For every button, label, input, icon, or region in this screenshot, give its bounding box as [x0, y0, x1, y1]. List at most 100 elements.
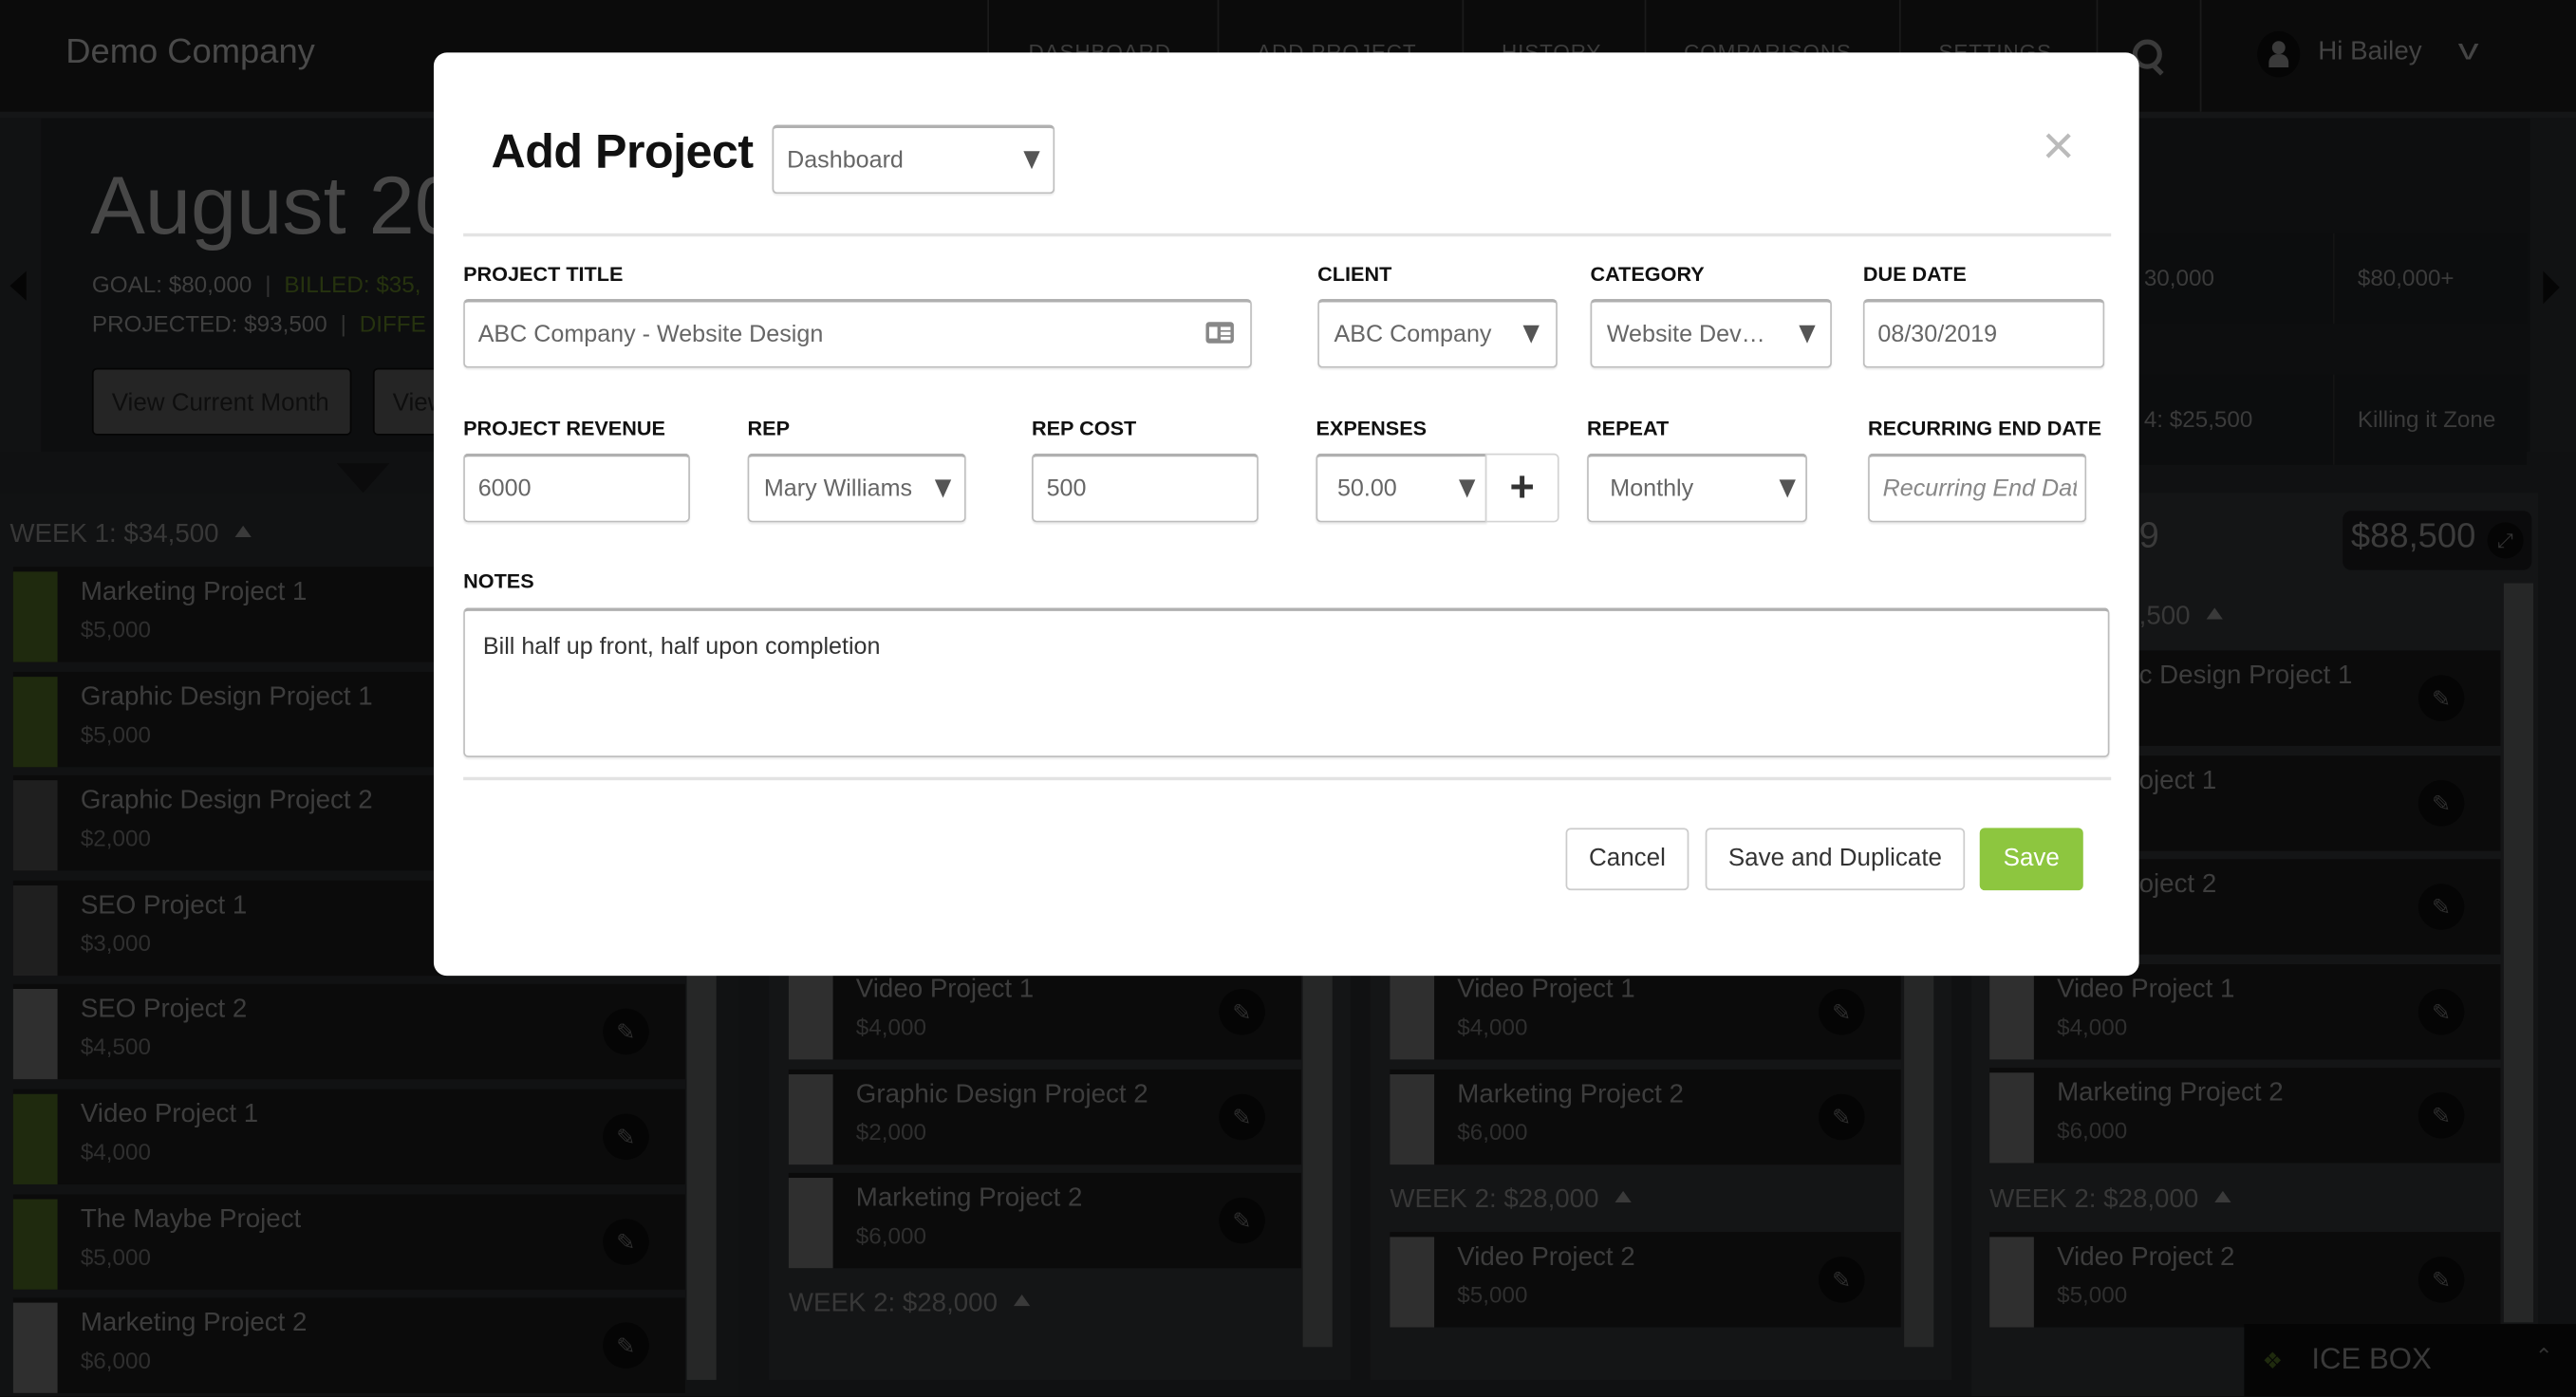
caret-down-icon: [1522, 325, 1540, 344]
status-bar: [1390, 1237, 1435, 1328]
pencil-icon[interactable]: ✎: [1219, 1093, 1265, 1140]
repeat-select[interactable]: Monthly: [1587, 453, 1807, 523]
pencil-icon[interactable]: ✎: [2417, 675, 2465, 721]
pencil-icon[interactable]: ✎: [2417, 988, 2465, 1035]
project-card[interactable]: Marketing Project 2 $6,000 ✎: [788, 1173, 1301, 1269]
project-card[interactable]: Video Project 1 $4,000 ✎: [1989, 963, 2501, 1060]
project-card[interactable]: SEO Project 2 $4,500 ✎: [12, 984, 685, 1080]
scrollbar[interactable]: [2503, 583, 2534, 1323]
pencil-icon[interactable]: ✎: [603, 1218, 649, 1265]
pencil-icon[interactable]: ✎: [2417, 884, 2465, 931]
arrow-left-icon[interactable]: [9, 270, 27, 301]
repeat-label: REPEAT: [1587, 417, 1670, 440]
ice-box-panel[interactable]: [2244, 1324, 2576, 1397]
user-greeting[interactable]: Hi Bailey: [2318, 37, 2422, 66]
pencil-icon[interactable]: ✎: [603, 1009, 649, 1055]
project-card[interactable]: Video Project 1 $4,000 ✎: [788, 964, 1301, 1060]
pencil-icon[interactable]: ✎: [1219, 1198, 1265, 1244]
status-bar: [12, 1198, 58, 1290]
view-current-month-button[interactable]: View Current Month: [91, 367, 352, 436]
expenses-value: 50.00: [1336, 475, 1397, 503]
ice-cubes-icon: ❖: [2262, 1347, 2284, 1374]
client-value: ABC Company: [1334, 322, 1492, 348]
status-bar: [1989, 1072, 2034, 1164]
caret-up-icon[interactable]: [234, 525, 252, 538]
project-revenue-input[interactable]: 6000: [463, 453, 690, 523]
ice-box-label[interactable]: ICE BOX: [2311, 1342, 2432, 1375]
pencil-icon[interactable]: ✎: [2417, 1257, 2465, 1303]
caret-up-icon[interactable]: [2214, 1190, 2231, 1203]
project-card-amount: $5,000: [80, 616, 151, 643]
week-header-label: WEEK 2: $28,000: [1989, 1185, 2199, 1215]
week-header[interactable]: WEEK 2: $28,000: [1989, 1186, 2231, 1216]
week-header[interactable]: WEEK 2: $28,000: [789, 1290, 1031, 1319]
pencil-icon[interactable]: ✎: [603, 1322, 649, 1369]
expand-icon[interactable]: ⤢: [2487, 522, 2524, 559]
pencil-icon[interactable]: ✎: [1819, 989, 1865, 1035]
arrow-right-icon[interactable]: [2543, 270, 2560, 305]
recurring-end-date-input[interactable]: Recurring End Date: [1868, 453, 2087, 523]
project-card[interactable]: Video Project 1 $4,000 ✎: [1390, 964, 1901, 1060]
week-header-label: WEEK 2: $28,000: [1390, 1185, 1599, 1215]
pencil-icon[interactable]: ✎: [2417, 779, 2465, 826]
project-card-title: Video Project 1: [2057, 975, 2235, 1004]
project-card-title: SEO Project 1: [80, 891, 248, 920]
projected-value: PROJECTED: $93,500: [91, 310, 327, 337]
expenses-select[interactable]: 50.00: [1316, 453, 1487, 523]
project-card[interactable]: Graphic Design Project 2 $2,000 ✎: [788, 1069, 1301, 1164]
project-card-title: Marketing Project 1: [80, 578, 308, 606]
close-icon[interactable]: ×: [2042, 115, 2075, 177]
contact-card-icon[interactable]: [1205, 322, 1234, 344]
chevron-down-icon[interactable]: v: [2457, 32, 2479, 66]
goal-line: GOAL: $80,000 | BILLED: $35,: [92, 271, 421, 298]
caret-up-icon[interactable]: [2206, 607, 2224, 620]
save-and-duplicate-button[interactable]: Save and Duplicate: [1705, 828, 1966, 891]
status-bar: [1390, 1073, 1435, 1164]
expenses-label: EXPENSES: [1316, 417, 1428, 440]
zone-cell: 4: $25,500: [2119, 374, 2333, 465]
caret-down-icon: [1799, 325, 1816, 344]
week-header[interactable]: ,500: [2139, 603, 2224, 632]
category-label: CATEGORY: [1590, 262, 1705, 287]
caret-up-icon[interactable]: [1014, 1294, 1031, 1307]
project-card-amount: $5,000: [2057, 1281, 2128, 1308]
pencil-icon[interactable]: ✎: [1819, 1257, 1865, 1303]
project-card[interactable]: Video Project 2 $5,000 ✎: [1989, 1232, 2501, 1328]
pencil-icon[interactable]: ✎: [2417, 1092, 2465, 1140]
caret-up-icon[interactable]: [1615, 1190, 1633, 1203]
notes-textarea[interactable]: Bill half up front, half upon completion: [463, 607, 2110, 757]
status-bar: [12, 1302, 58, 1394]
project-card[interactable]: Video Project 2 $5,000 ✎: [1390, 1232, 1901, 1328]
pencil-icon[interactable]: ✎: [1819, 1093, 1865, 1140]
client-label: CLIENT: [1317, 262, 1392, 287]
search-icon[interactable]: [2132, 39, 2162, 69]
client-select[interactable]: ABC Company: [1317, 299, 1558, 368]
project-card[interactable]: The Maybe Project $5,000 ✎: [12, 1193, 685, 1290]
week-header[interactable]: WEEK 2: $28,000: [1390, 1185, 1633, 1216]
view-select[interactable]: Dashboard: [772, 124, 1055, 195]
project-card[interactable]: Video Project 1 $4,000 ✎: [12, 1089, 685, 1184]
project-card-amount: $5,000: [80, 1242, 151, 1270]
project-card[interactable]: Marketing Project 2 $6,000 ✎: [1989, 1068, 2501, 1164]
cancel-button[interactable]: Cancel: [1565, 828, 1689, 891]
save-button[interactable]: Save: [1979, 828, 2083, 891]
due-date-input[interactable]: 08/30/2019: [1862, 299, 2105, 368]
category-select[interactable]: Website Development: [1590, 299, 1832, 368]
rep-cost-label: REP COST: [1032, 417, 1137, 440]
project-card[interactable]: Marketing Project 2 $6,000 ✎: [12, 1297, 685, 1394]
project-card-title: Video Project 1: [80, 1100, 259, 1129]
pencil-icon[interactable]: ✎: [1219, 989, 1265, 1035]
project-title-input[interactable]: ABC Company - Website Design: [463, 299, 1252, 368]
double-chevron-up-icon[interactable]: ⌃: [2534, 1343, 2553, 1369]
project-card-amount: $6,000: [1457, 1118, 1528, 1145]
pencil-icon[interactable]: ✎: [603, 1113, 649, 1161]
brand-name[interactable]: Demo Company: [65, 32, 315, 71]
add-expense-button[interactable]: +: [1484, 453, 1559, 523]
rep-select[interactable]: Mary Williams: [747, 453, 966, 523]
rep-cost-input[interactable]: 500: [1032, 453, 1259, 523]
project-card[interactable]: Marketing Project 2 $6,000 ✎: [1390, 1069, 1901, 1164]
user-avatar-icon[interactable]: [2257, 30, 2301, 78]
week-header[interactable]: WEEK 1: $34,500: [9, 521, 252, 550]
project-card-title: Marketing Project 2: [2057, 1079, 2284, 1108]
week-header-label: WEEK 2: $28,000: [788, 1289, 998, 1318]
